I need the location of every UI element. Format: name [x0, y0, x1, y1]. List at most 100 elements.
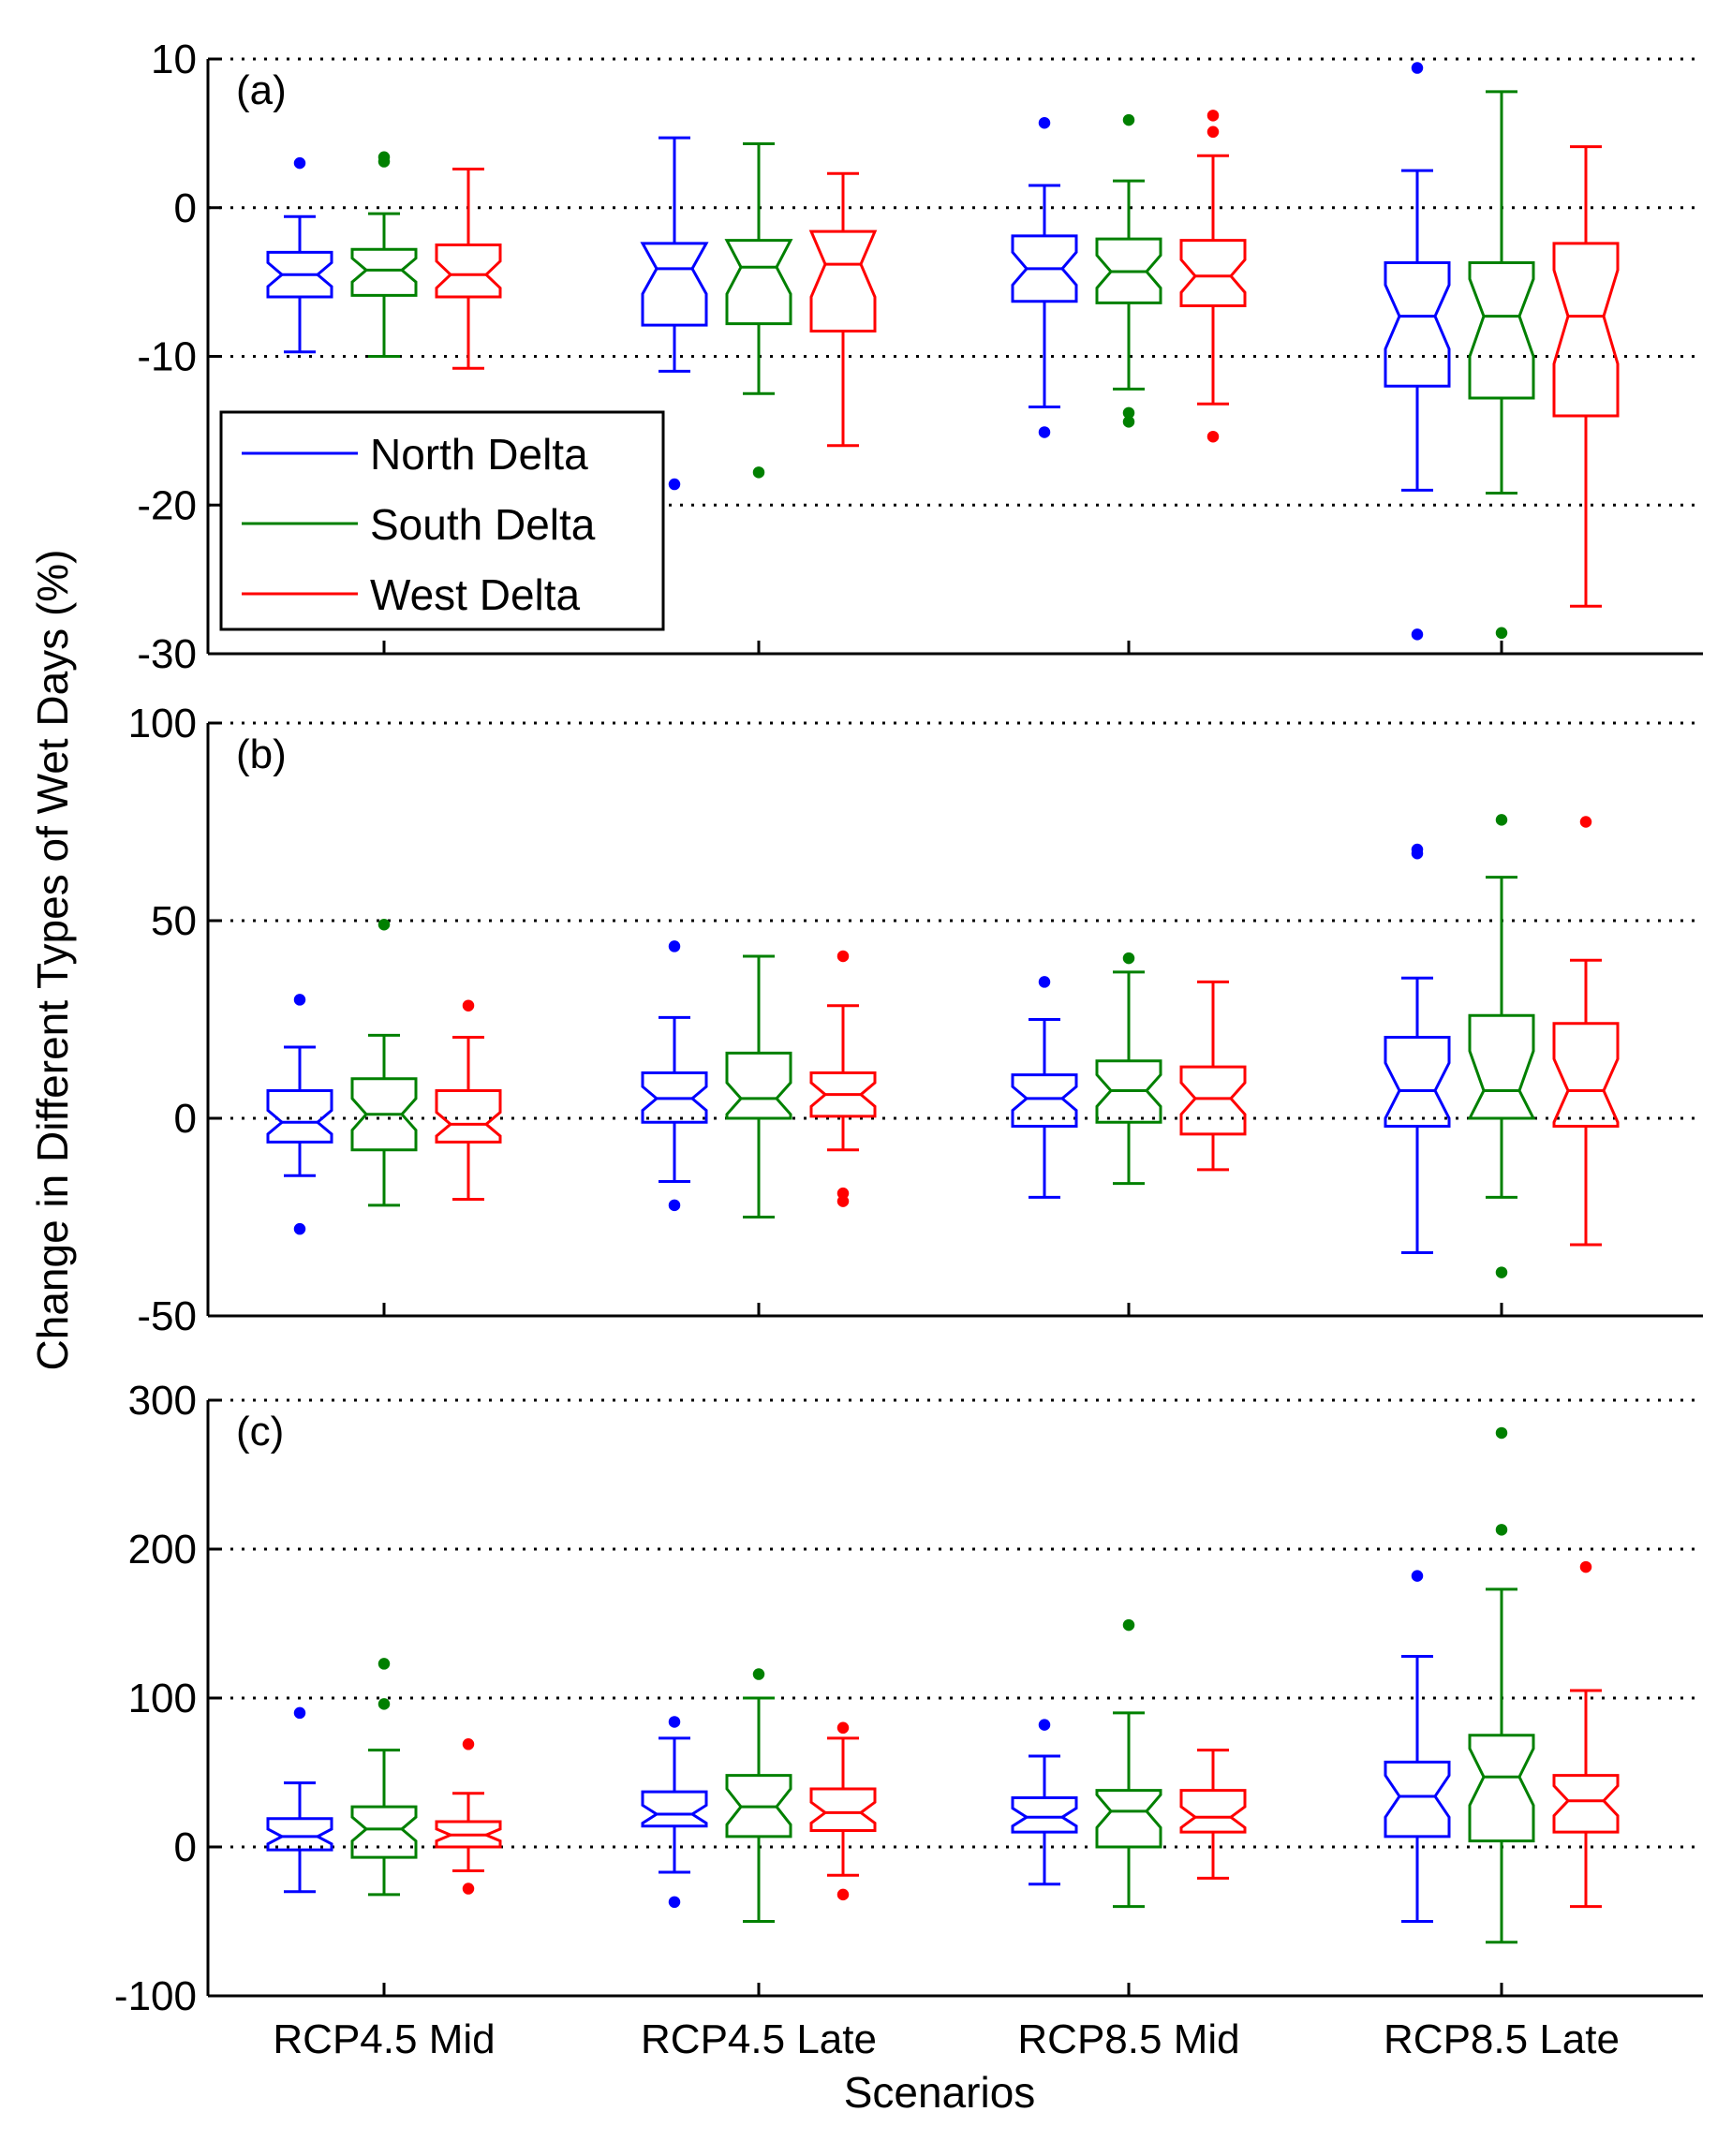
outlier-point [668, 940, 681, 952]
box-body [350, 247, 418, 297]
y-tick-label: -20 [137, 482, 197, 528]
y-tick-label: -50 [137, 1293, 197, 1339]
box-rcp8-5-late-west-delta [1552, 145, 1620, 608]
outlier-point [377, 151, 391, 164]
outlier-point [1495, 814, 1508, 826]
box-rcp4-5-mid-south-delta [350, 918, 418, 1207]
box-rcp4-5-late-west-delta [809, 950, 877, 1207]
box-body [641, 1071, 708, 1124]
box-rcp4-5-late-north-delta [640, 136, 709, 491]
box-body [350, 1077, 418, 1152]
outlier-point [462, 1738, 475, 1750]
outlier-point [1495, 1426, 1508, 1440]
box-body [1468, 1734, 1535, 1843]
y-tick-label: 0 [174, 185, 197, 231]
box-rcp4-5-mid-west-delta [435, 1738, 502, 1895]
box-body [266, 1817, 333, 1852]
box-rcp8-5-mid-north-delta [1011, 1719, 1078, 1886]
box-body [809, 1787, 877, 1833]
y-tick-label: 0 [174, 1096, 197, 1142]
panel-2: 100 50 0 -50 (b) [128, 701, 1703, 1339]
outlier-point [1038, 117, 1051, 129]
outlier-point [1206, 126, 1220, 139]
box-rcp4-5-late-west-delta [808, 171, 878, 448]
outlier-point [752, 1668, 765, 1680]
box-body [1095, 1059, 1162, 1124]
box-body [641, 1790, 708, 1828]
box-body [1011, 1073, 1078, 1128]
box-rcp4-5-mid-north-delta [266, 156, 333, 354]
outlier-point [1122, 952, 1135, 965]
box-rcp8-5-mid-south-delta [1095, 952, 1162, 1186]
box-body [1179, 1789, 1247, 1834]
outlier-point [1411, 62, 1424, 74]
panels-layer: 100-10-20-30(a)100500-50(b)3002001000-10… [114, 37, 1703, 2062]
box-body [1179, 239, 1247, 308]
outlier-point [1206, 110, 1220, 122]
outlier-point [1411, 843, 1424, 856]
box-rcp8-5-late-north-delta [1384, 62, 1451, 641]
box-rcp8-5-late-west-delta [1552, 816, 1620, 1247]
outlier-point [836, 950, 850, 963]
box-rcp8-5-late-north-delta [1384, 1570, 1451, 1923]
outlier-point [836, 1888, 850, 1901]
box-body [1384, 1035, 1451, 1128]
box-rcp8-5-mid-south-delta [1095, 1618, 1162, 1909]
outlier-point [462, 999, 475, 1012]
box-body [1011, 1796, 1078, 1834]
box-body [725, 1051, 792, 1120]
box-body [350, 1805, 418, 1859]
legend-label: West Delta [370, 570, 581, 619]
box-rcp8-5-late-north-delta [1384, 843, 1451, 1254]
y-tick-label: 200 [128, 1527, 197, 1573]
outlier-point [668, 1716, 681, 1728]
box-rcp4-5-mid-north-delta [266, 994, 333, 1235]
outlier-point [1038, 426, 1051, 438]
box-body [1384, 1760, 1451, 1839]
box-rcp8-5-mid-west-delta [1179, 1749, 1247, 1880]
box-body [640, 242, 709, 327]
y-axis-title: Change in Different Types of Wet Days (%… [28, 550, 77, 1371]
outlier-point [668, 478, 681, 491]
outlier-point [293, 156, 306, 170]
outlier-point [1122, 1618, 1135, 1632]
outlier-point [1495, 627, 1508, 640]
panel-label: (a) [236, 67, 287, 113]
box-body [724, 239, 793, 326]
box-body [1095, 1789, 1162, 1849]
box-rcp4-5-mid-west-delta [435, 167, 502, 370]
outlier-point [1038, 976, 1051, 988]
y-tick-label: 0 [174, 1824, 197, 1870]
outlier-point [293, 1706, 306, 1720]
box-body [1011, 234, 1078, 303]
legend-label: South Delta [370, 500, 596, 549]
box-rcp4-5-late-west-delta [809, 1721, 877, 1901]
box-rcp4-5-late-south-delta [725, 1668, 792, 1923]
x-tick-label: RCP8.5 Late [1384, 2016, 1620, 2062]
panel-3: 300 200 100 0 -100 (c) [114, 1378, 1703, 2019]
box-body [435, 243, 502, 299]
box-body [266, 250, 333, 299]
outlier-point [377, 1658, 391, 1670]
x-axis-title: Scenarios [844, 2068, 1036, 2117]
box-body [1468, 260, 1535, 400]
outlier-point [462, 1883, 475, 1895]
box-body [1552, 242, 1620, 418]
outlier-point [836, 1195, 850, 1207]
box-rcp4-5-mid-south-delta [350, 151, 418, 358]
x-tick-label: RCP4.5 Late [641, 2016, 877, 2062]
box-body [808, 229, 878, 333]
y-tick-label: -10 [137, 334, 197, 380]
outlier-point [1122, 113, 1135, 126]
outlier-point [1579, 1560, 1592, 1573]
outlier-point [1411, 628, 1424, 641]
outlier-point [752, 466, 765, 479]
box-body [1552, 1774, 1620, 1834]
y-tick-label: 100 [128, 701, 197, 746]
box-rcp4-5-late-south-delta [725, 954, 792, 1218]
y-tick-label: -100 [114, 1973, 197, 2019]
outlier-point [377, 918, 391, 931]
x-tick-label: RCP4.5 Mid [273, 2016, 495, 2062]
outlier-point [1206, 430, 1220, 443]
